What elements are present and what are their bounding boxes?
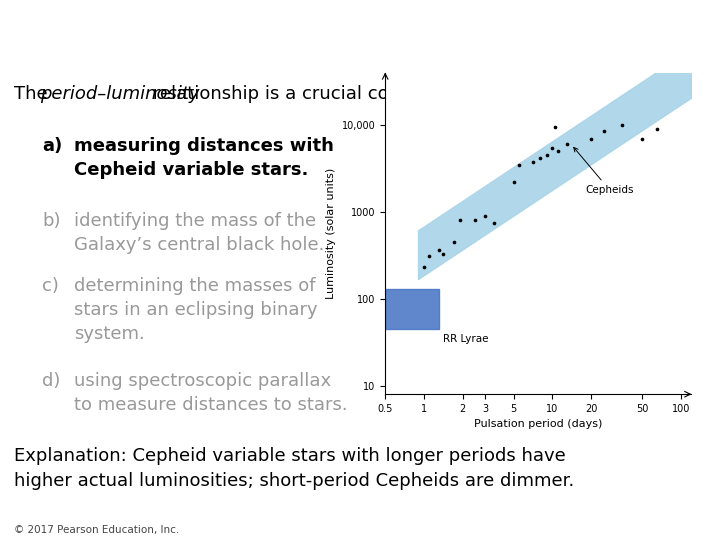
Point	[651, 125, 662, 133]
Text: Question 3: Question 3	[13, 16, 182, 44]
Text: identifying the mass of the
Galaxy’s central black hole.: identifying the mass of the Galaxy’s cen…	[74, 212, 325, 254]
Text: RR Lyrae: RR Lyrae	[443, 334, 488, 343]
Point	[454, 216, 466, 225]
Text: Explanation: Cepheid variable stars with longer periods have
higher actual lumin: Explanation: Cepheid variable stars with…	[14, 447, 575, 490]
Text: d): d)	[42, 372, 60, 390]
Point	[433, 245, 444, 254]
Point	[562, 140, 573, 149]
Point	[549, 123, 561, 131]
Point	[546, 144, 558, 152]
Point	[552, 147, 564, 156]
Point	[480, 212, 491, 220]
Point	[527, 157, 539, 166]
Point	[534, 153, 546, 162]
Point	[636, 134, 648, 143]
Text: measuring distances with
Cepheid variable stars.: measuring distances with Cepheid variabl…	[74, 137, 334, 179]
Text: © 2017 Pearson Education, Inc.: © 2017 Pearson Education, Inc.	[14, 525, 179, 535]
Text: using spectroscopic parallax
to measure distances to stars.: using spectroscopic parallax to measure …	[74, 372, 348, 414]
Point	[513, 160, 525, 169]
Point	[423, 252, 435, 261]
Text: relationship is a crucial component of: relationship is a crucial component of	[147, 85, 492, 103]
Text: period–luminosity: period–luminosity	[40, 85, 199, 103]
Text: a): a)	[42, 137, 62, 155]
Text: b): b)	[42, 212, 60, 230]
Y-axis label: Luminosity (solar units): Luminosity (solar units)	[326, 168, 336, 299]
Point	[448, 238, 459, 246]
Text: Cepheids: Cepheids	[574, 147, 634, 195]
Point	[585, 134, 597, 143]
Text: determining the masses of
stars in an eclipsing binary
system.: determining the masses of stars in an ec…	[74, 277, 318, 343]
Point	[488, 219, 500, 227]
Point	[508, 178, 520, 187]
X-axis label: Pulsation period (days): Pulsation period (days)	[474, 420, 603, 429]
Point	[437, 249, 449, 258]
Text: c): c)	[42, 277, 59, 295]
Point	[469, 216, 481, 225]
Point	[541, 151, 552, 160]
Point	[418, 263, 430, 272]
Text: The: The	[14, 85, 53, 103]
Point	[616, 121, 628, 130]
Point	[598, 127, 609, 136]
